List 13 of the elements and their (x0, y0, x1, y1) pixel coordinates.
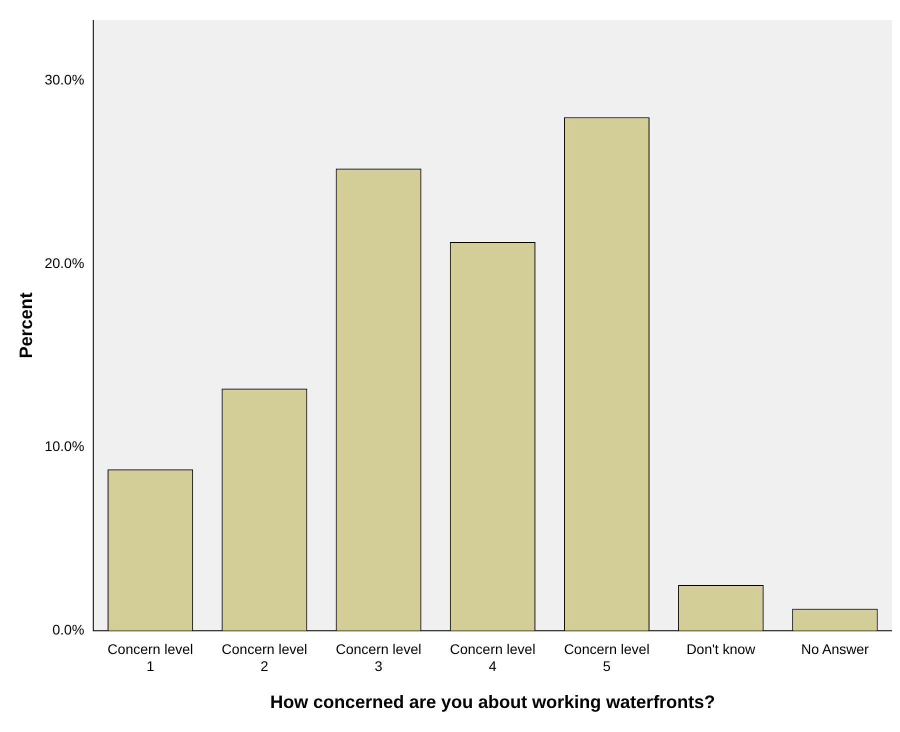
y-tick-label: 30.0% (44, 71, 84, 88)
x-tick-label: Concern level 3 (336, 641, 422, 674)
x-tick-label: Concern level 2 (222, 641, 308, 674)
x-tick-label: Concern level 1 (108, 641, 194, 674)
x-axis-title: How concerned are you about working waterfronts? (270, 692, 716, 712)
x-tick-label: No Answer (801, 641, 870, 658)
y-tick-label: 0.0% (52, 622, 84, 638)
x-tick-label: Concern level 5 (564, 641, 650, 674)
y-axis-title: Percent (16, 292, 36, 358)
x-tick-label: Don't know (686, 641, 756, 658)
x-tick-label: Concern level 4 (450, 641, 536, 674)
y-tick-label: 20.0% (44, 254, 84, 271)
y-tick-label: 10.0% (44, 438, 84, 454)
